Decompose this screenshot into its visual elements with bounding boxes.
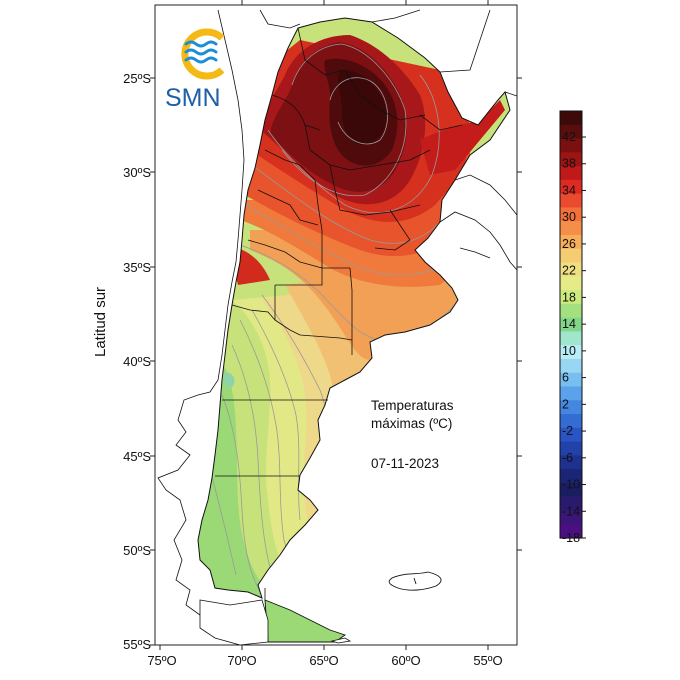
colorbar-label: -6: [562, 451, 573, 465]
colorbar-segment: [560, 414, 582, 429]
lon-label: 65ºO: [309, 653, 338, 668]
axis-ticks: [150, 0, 522, 650]
colorbar-segment: [560, 455, 582, 470]
colorbar-segment: [560, 111, 582, 126]
lat-labels: 25ºS 30ºS 35ºS 40ºS 45ºS 50ºS 55ºS: [123, 71, 151, 652]
lat-label: 35ºS: [123, 260, 151, 275]
logo-text: SMN: [165, 84, 221, 112]
colorbar-segment: [560, 331, 582, 346]
province-boundaries: [215, 27, 463, 640]
lon-label: 55ºO: [473, 653, 502, 668]
colorbar-segment: [560, 345, 582, 360]
malvinas-islands: [388, 571, 442, 591]
colorbar-segment: [560, 317, 582, 332]
colorbar-label: 2: [562, 397, 569, 411]
colorbar-segment: [560, 193, 582, 209]
colorbar-label: 18: [562, 290, 576, 304]
colorbar-segment: [560, 248, 582, 264]
colorbar-segment: [560, 290, 582, 305]
lat-label: 45ºS: [123, 449, 151, 464]
colorbar-segment: [560, 207, 582, 222]
colorbar-segment: [560, 179, 582, 195]
colorbar-segment: [560, 510, 582, 525]
colorbar-label: 14: [562, 317, 576, 331]
lat-label: 30ºS: [123, 165, 151, 180]
annotation-title-line2: máximas (ºC): [371, 416, 452, 431]
colorbar-label: 30: [562, 210, 576, 224]
colorbar-label: -14: [562, 504, 580, 518]
colorbar: 42 38 34 30 26 22 18 14 10 6 2 -2 -6 -10 -14 -18: [559, 110, 586, 545]
annotation-title-line1: Temperaturas: [371, 398, 454, 413]
colorbar-segment: [560, 496, 582, 512]
neighbor-countries: [157, 9, 517, 641]
lat-label: 55ºS: [123, 637, 151, 652]
colorbar-label: -10: [562, 478, 580, 492]
colorbar-segment: [560, 427, 582, 443]
lat-label: 25ºS: [123, 71, 151, 86]
colorbar-label: 10: [562, 344, 576, 358]
colorbar-label: 34: [562, 183, 576, 197]
colorbar-label: -18: [562, 531, 580, 545]
colorbar-segment: [560, 482, 582, 498]
colorbar-segment: [560, 469, 582, 484]
smn-logo: SMN: [165, 28, 225, 112]
colorbar-segment: [560, 262, 582, 277]
colorbar-label: 38: [562, 157, 576, 171]
colorbar-segment: [560, 276, 582, 291]
lat-label: 50ºS: [123, 543, 151, 558]
colorbar-segment: [560, 303, 582, 319]
lon-label: 75ºO: [147, 653, 176, 668]
lon-labels: 75ºO 70ºO 65ºO 60ºO 55ºO: [147, 653, 502, 668]
colorbar-segment: [560, 524, 582, 539]
lon-label: 60ºO: [391, 653, 420, 668]
colorbar-segment: [560, 372, 582, 388]
lon-label: 70ºO: [227, 653, 256, 668]
colorbar-segment: [560, 124, 582, 140]
colorbar-segment: [560, 358, 582, 374]
colorbar-segment: [560, 400, 582, 415]
y-axis-title: Latitud sur: [92, 287, 109, 357]
isla-de-los-estados: [330, 637, 352, 644]
lat-label: 40ºS: [123, 354, 151, 369]
colorbar-label: 22: [562, 264, 576, 278]
colorbar-segment: [560, 152, 582, 167]
colorbar-segment: [560, 441, 582, 456]
colorbar-segment: [560, 166, 582, 181]
colorbar-label: 26: [562, 237, 576, 251]
colorbar-label: 42: [562, 130, 576, 144]
colorbar-label: 6: [562, 371, 569, 385]
tierra-del-fuego: [199, 599, 346, 645]
colorbar-segment: [560, 221, 582, 236]
colorbar-segment: [560, 386, 582, 401]
colorbar-segment: [560, 234, 582, 250]
argentina-outline: [197, 17, 511, 599]
logo-waves-icon: [184, 40, 218, 64]
colorbar-label: -2: [562, 424, 573, 438]
logo-ring-icon: [181, 28, 225, 80]
map-annotation: Temperaturas máximas (ºC) 07-11-2023: [371, 398, 454, 471]
colorbar-segment: [560, 138, 582, 153]
annotation-date: 07-11-2023: [371, 456, 439, 471]
